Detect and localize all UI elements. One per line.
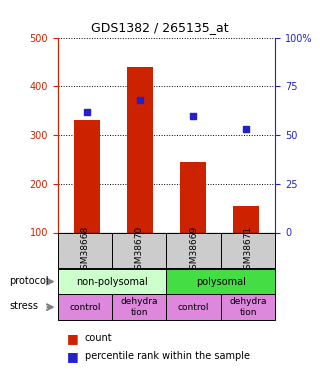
FancyBboxPatch shape bbox=[112, 233, 166, 268]
Text: polysomal: polysomal bbox=[196, 277, 246, 286]
Point bbox=[244, 126, 249, 132]
Text: GDS1382 / 265135_at: GDS1382 / 265135_at bbox=[91, 21, 229, 34]
Text: GSM38670: GSM38670 bbox=[135, 226, 144, 275]
Text: ■: ■ bbox=[67, 332, 79, 345]
Bar bbox=[233, 206, 259, 232]
FancyBboxPatch shape bbox=[58, 294, 112, 320]
FancyBboxPatch shape bbox=[166, 269, 275, 294]
FancyBboxPatch shape bbox=[221, 294, 275, 320]
FancyBboxPatch shape bbox=[166, 294, 221, 320]
Text: control: control bbox=[178, 303, 209, 312]
FancyBboxPatch shape bbox=[166, 233, 221, 268]
FancyBboxPatch shape bbox=[58, 233, 112, 268]
Bar bbox=[74, 120, 100, 232]
FancyBboxPatch shape bbox=[221, 233, 275, 268]
Text: non-polysomal: non-polysomal bbox=[76, 277, 148, 286]
FancyBboxPatch shape bbox=[112, 294, 166, 320]
Text: count: count bbox=[85, 333, 112, 343]
Text: control: control bbox=[69, 303, 100, 312]
Text: GSM38671: GSM38671 bbox=[244, 226, 252, 275]
Point bbox=[190, 112, 196, 118]
Text: GSM38668: GSM38668 bbox=[80, 226, 89, 275]
Point bbox=[137, 97, 142, 103]
Text: GSM38669: GSM38669 bbox=[189, 226, 198, 275]
Text: percentile rank within the sample: percentile rank within the sample bbox=[85, 351, 250, 361]
Point bbox=[84, 109, 89, 115]
FancyBboxPatch shape bbox=[58, 269, 166, 294]
Text: stress: stress bbox=[10, 301, 39, 311]
Bar bbox=[127, 67, 153, 232]
Bar bbox=[180, 162, 206, 232]
Text: dehydra
tion: dehydra tion bbox=[120, 297, 158, 317]
Text: ■: ■ bbox=[67, 350, 79, 363]
Text: protocol: protocol bbox=[10, 276, 49, 285]
Text: dehydra
tion: dehydra tion bbox=[229, 297, 267, 317]
